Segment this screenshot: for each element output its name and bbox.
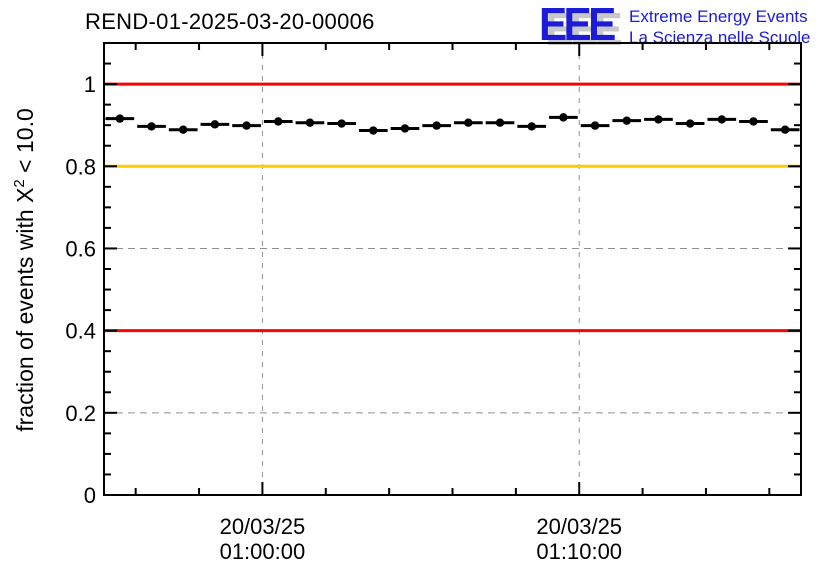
data-point (590, 121, 600, 130)
y-tick-label: 0 (84, 483, 96, 508)
y-tick-label: 0.2 (65, 401, 96, 426)
data-point (147, 122, 156, 131)
data-point (717, 115, 726, 124)
y-tick-label: 1 (84, 72, 96, 97)
data-point (654, 115, 663, 124)
data-point (780, 125, 790, 134)
data-point (179, 125, 188, 134)
data-point (622, 116, 631, 125)
x-tick-label: 20/03/25 (536, 514, 622, 539)
data-point (685, 119, 695, 128)
data-point (337, 119, 346, 128)
data-point (559, 113, 568, 122)
x-tick-label: 01:00:00 (220, 539, 306, 564)
data-point (749, 117, 758, 126)
data-point (274, 117, 283, 126)
x-tick-label: 20/03/25 (220, 514, 306, 539)
eee-logo-line1: Extreme Energy Events (629, 7, 808, 26)
data-point (210, 120, 220, 129)
data-point (369, 126, 378, 135)
data-point (495, 118, 505, 127)
x-tick-label: 01:10:00 (536, 539, 622, 564)
data-point (242, 121, 251, 130)
data-point (305, 118, 315, 127)
chart-title: REND-01-2025-03-20-00006 (85, 9, 375, 34)
y-tick-label: 0.4 (65, 319, 96, 344)
plot-frame (103, 42, 802, 496)
y-tick-label: 0.8 (65, 154, 96, 179)
data-point (400, 124, 410, 133)
data-point (464, 118, 473, 127)
y-tick-label: 0.6 (65, 236, 96, 261)
data-point (115, 114, 125, 123)
eee-logo-acronym: EEE (539, 0, 616, 50)
data-point (527, 122, 536, 131)
data-point (432, 121, 441, 130)
